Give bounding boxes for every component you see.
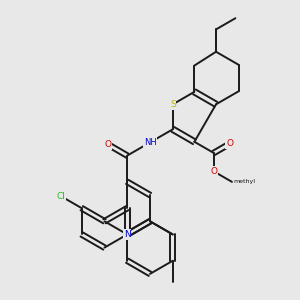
- Text: methyl: methyl: [234, 179, 256, 184]
- Text: O: O: [104, 140, 111, 149]
- Text: N: N: [124, 230, 130, 239]
- Text: NH: NH: [144, 138, 156, 147]
- Text: O: O: [226, 139, 233, 148]
- Text: O: O: [210, 167, 217, 176]
- Text: S: S: [170, 100, 176, 109]
- Text: Cl: Cl: [57, 192, 66, 201]
